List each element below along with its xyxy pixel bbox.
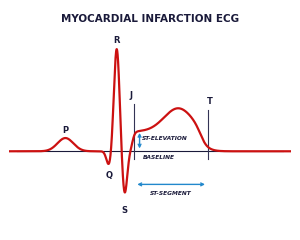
Text: T: T — [207, 97, 213, 106]
Text: R: R — [113, 36, 120, 45]
Text: Q: Q — [106, 171, 112, 180]
Title: MYOCARDIAL INFARCTION ECG: MYOCARDIAL INFARCTION ECG — [61, 14, 239, 24]
Text: J: J — [130, 91, 133, 100]
Text: BASELINE: BASELINE — [142, 155, 174, 160]
Text: S: S — [122, 206, 128, 215]
Text: P: P — [62, 126, 68, 135]
Text: ST-SEGMENT: ST-SEGMENT — [150, 191, 192, 196]
Text: ST-ELEVATION: ST-ELEVATION — [142, 136, 188, 141]
